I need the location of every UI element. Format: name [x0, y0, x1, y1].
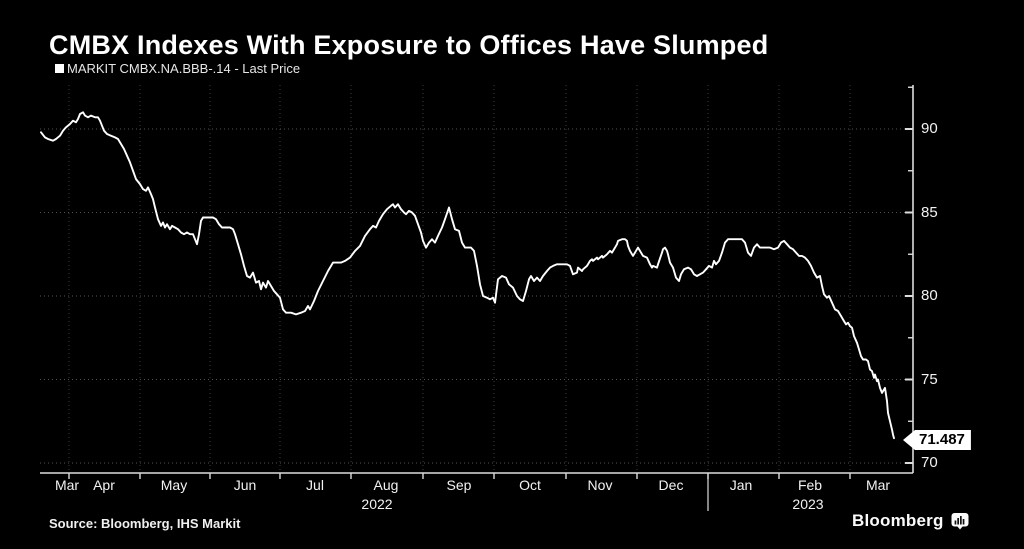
y-axis-label: 90 — [921, 120, 938, 137]
y-gridlines — [40, 128, 913, 464]
last-price-value: 71.487 — [919, 431, 965, 448]
bloomberg-logo: Bloomberg — [852, 511, 969, 531]
legend-label: MARKIT CMBX.NA.BBB-.14 - Last Price — [67, 61, 301, 76]
x-axis-month-label: Nov — [587, 477, 613, 493]
bloomberg-logo-text: Bloomberg — [852, 511, 944, 530]
x-axis-month-label: May — [160, 477, 188, 493]
x-axis-month-label: Apr — [93, 477, 115, 493]
bar-chart-bubble-icon — [951, 513, 969, 530]
x-axis-month-label: Mar — [865, 477, 891, 493]
y-axis-label: 80 — [921, 287, 938, 304]
year-label: 2022 — [361, 496, 393, 512]
y-axis-label: 75 — [921, 370, 938, 388]
source-note: Source: Bloomberg, IHS Markit — [49, 516, 241, 531]
x-axis-month-label: Jul — [306, 477, 324, 493]
x-axis-month-label: Jan — [729, 477, 753, 493]
x-axis-month-label: Jun — [233, 477, 257, 493]
last-price-label: 71.487 — [903, 430, 971, 450]
x-gridlines — [68, 85, 851, 473]
chart-plot — [40, 85, 914, 511]
x-axis-month-label: Sep — [446, 477, 472, 493]
page-title: CMBX Indexes With Exposure to Offices Ha… — [49, 30, 769, 61]
price-line — [40, 111, 895, 440]
x-axis-month-label: Feb — [797, 477, 823, 493]
y-axis-label: 85 — [921, 203, 938, 221]
x-axis-month-label: Oct — [519, 477, 541, 493]
year-label: 2023 — [792, 496, 824, 512]
y-axis-label: 70 — [921, 454, 938, 471]
x-axis-ticks — [68, 473, 851, 479]
legend: MARKIT CMBX.NA.BBB-.14 - Last Price — [55, 61, 300, 76]
x-axis-month-label: Dec — [658, 477, 684, 493]
y-axis-ticks — [905, 86, 913, 464]
legend-swatch-icon — [55, 64, 64, 73]
x-axis-month-label: Mar — [54, 477, 80, 493]
x-axis-month-label: Aug — [373, 477, 399, 493]
